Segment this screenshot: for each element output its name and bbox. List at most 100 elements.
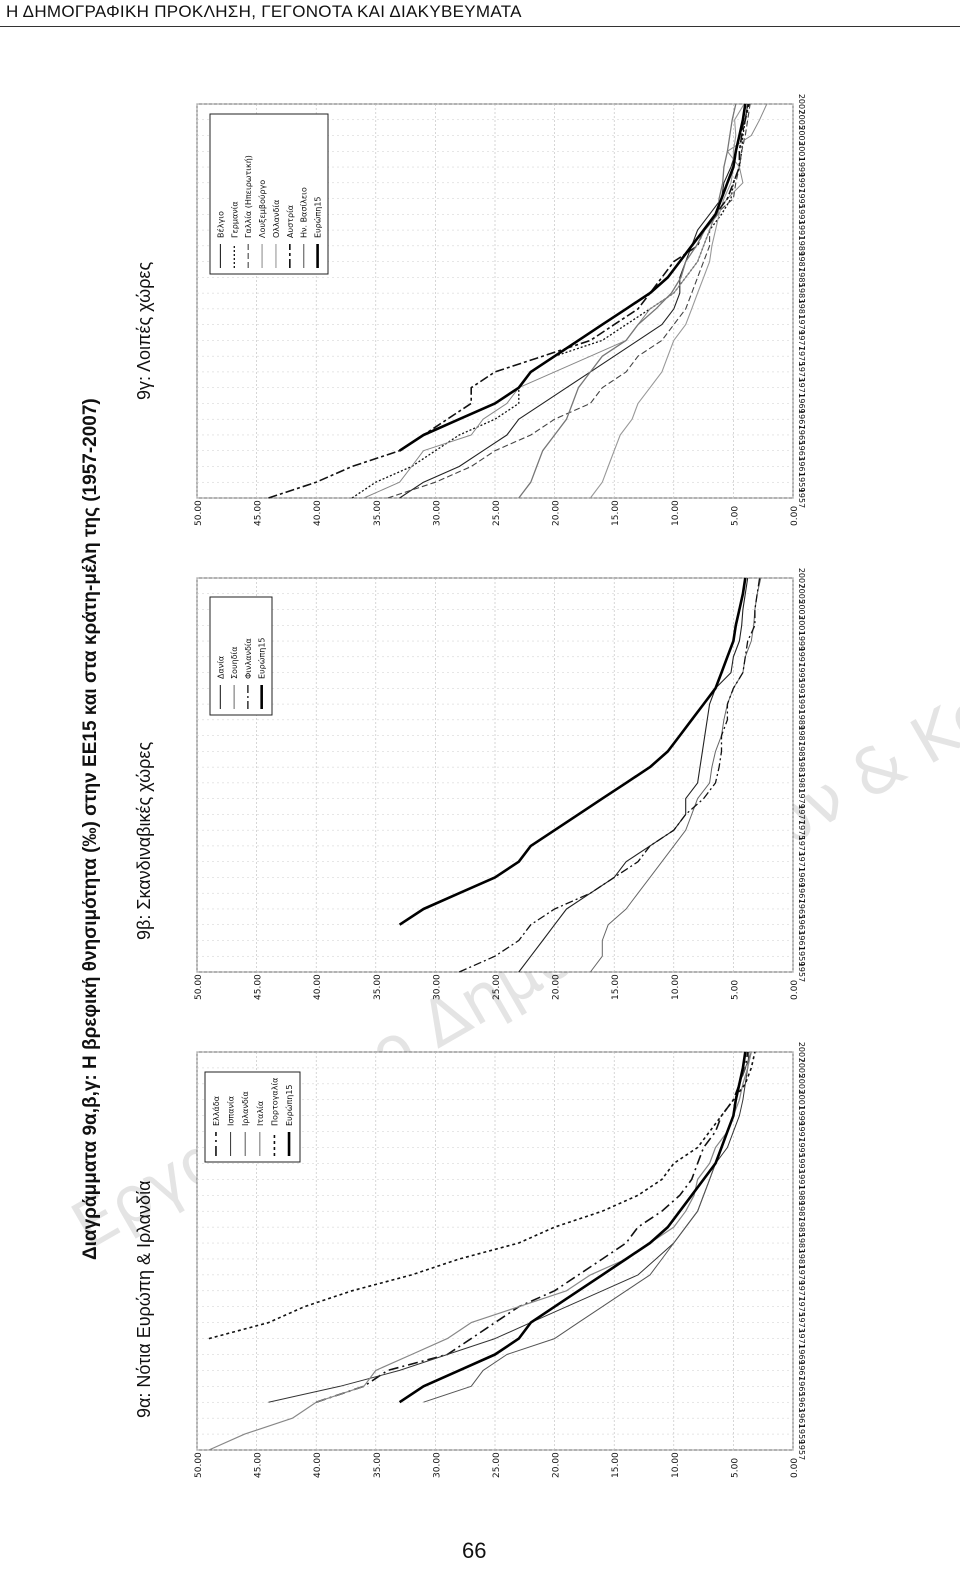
legend-label: Ιταλία bbox=[256, 1101, 265, 1126]
year-tick-label: 2005 bbox=[797, 1058, 806, 1078]
year-tick-label: 1983 bbox=[797, 757, 806, 777]
legend-label: Ελλάδα bbox=[212, 1096, 221, 1126]
value-tick-label: 45.00 bbox=[254, 974, 264, 1000]
year-tick-label: 2003 bbox=[797, 1074, 806, 1094]
year-tick-label: 1997 bbox=[797, 1121, 806, 1141]
legend-label: Ευρώπη15 bbox=[257, 637, 267, 679]
value-tick-label: 0.00 bbox=[790, 1458, 800, 1478]
year-tick-label: 1967 bbox=[797, 1360, 806, 1380]
legend-label: Πορτογαλία bbox=[270, 1078, 279, 1126]
year-tick-label: 1997 bbox=[797, 173, 806, 193]
series-line bbox=[518, 577, 749, 973]
year-tick-label: 1985 bbox=[797, 1217, 806, 1237]
year-tick-label: 1977 bbox=[797, 330, 806, 350]
year-tick-label: 1965 bbox=[797, 425, 806, 445]
page-number: 66 bbox=[462, 1538, 487, 1563]
legend-label: Ολλανδία bbox=[272, 200, 281, 238]
chart-0: 50.00 45.00 40.00 35.00 30.00 25.00 20.00 15.00… bbox=[194, 1042, 806, 1478]
value-tick-label: 0.00 bbox=[790, 980, 800, 1000]
year-tick-label: 1995 bbox=[797, 1137, 806, 1157]
value-tick-label: 5.00 bbox=[730, 1458, 740, 1478]
year-tick-label: 2001 bbox=[797, 141, 806, 161]
series-line bbox=[363, 103, 768, 499]
year-tick-label: 1965 bbox=[797, 1376, 806, 1396]
year-tick-label: 1977 bbox=[797, 1281, 806, 1301]
value-tick-label: 30.00 bbox=[432, 500, 442, 526]
year-tick-label: 1983 bbox=[797, 283, 806, 303]
year-tick-label: 1991 bbox=[797, 1169, 806, 1189]
year-tick-label: 1961 bbox=[797, 930, 806, 950]
year-tick-label: 1997 bbox=[797, 647, 806, 667]
legend-label: Ισπανία bbox=[227, 1096, 236, 1126]
year-tick-label: 1999 bbox=[797, 157, 806, 177]
year-tick-label: 1983 bbox=[797, 1233, 806, 1253]
year-tick-label: 1969 bbox=[797, 867, 806, 887]
value-tick-label: 25.00 bbox=[492, 974, 502, 1000]
legend-box bbox=[209, 113, 329, 275]
value-tick-label: 35.00 bbox=[373, 500, 383, 526]
legend-label: Φινλανδία bbox=[244, 638, 253, 679]
value-tick-label: 45.00 bbox=[254, 500, 264, 526]
value-tick-label: 25.00 bbox=[492, 1452, 502, 1478]
value-tick-label: 10.00 bbox=[671, 974, 681, 1000]
value-tick-label: 20.00 bbox=[552, 500, 562, 526]
year-tick-label: 1995 bbox=[797, 188, 806, 208]
value-tick-label: 40.00 bbox=[313, 1452, 323, 1478]
year-tick-label: 1979 bbox=[797, 314, 806, 334]
year-tick-label: 1981 bbox=[797, 773, 806, 793]
running-header: Η ΔΗΜΟΓΡΑΦΙΚΗ ΠΡΟΚΛΗΣΗ, ΓΕΓΟΝΟΤΑ ΚΑΙ ΔΙΑ… bbox=[6, 2, 522, 21]
chart-1: 50.00 45.00 40.00 35.00 30.00 25.00 20.00 15.00… bbox=[194, 568, 806, 1000]
value-tick-label: 25.00 bbox=[492, 500, 502, 526]
value-tick-label: 5.00 bbox=[730, 506, 740, 526]
value-tick-label: 20.00 bbox=[552, 1452, 562, 1478]
year-tick-label: 1969 bbox=[797, 1344, 806, 1364]
year-tick-label: 2007 bbox=[797, 94, 806, 114]
legend-label: Αυστρία bbox=[286, 205, 295, 238]
year-tick-label: 1961 bbox=[797, 456, 806, 476]
chart-2: 50.00 45.00 40.00 35.00 30.00 25.00 20.00 15.00… bbox=[194, 94, 806, 526]
year-tick-label: 1967 bbox=[797, 883, 806, 903]
year-tick-label: 1963 bbox=[797, 915, 806, 935]
year-tick-label: 2003 bbox=[797, 599, 806, 619]
legend-label: Λουξεμβούργο bbox=[257, 180, 267, 238]
year-tick-label: 1957 bbox=[797, 1440, 806, 1460]
legend-label: Ην. Βασίλειο bbox=[300, 187, 309, 238]
year-tick-label: 1975 bbox=[797, 820, 806, 840]
legend-label: Γερμανία bbox=[230, 201, 239, 238]
year-tick-label: 1957 bbox=[797, 962, 806, 982]
value-tick-label: 10.00 bbox=[671, 1452, 681, 1478]
legend-label: Ιρλανδία bbox=[241, 1091, 250, 1126]
year-tick-label: 1965 bbox=[797, 899, 806, 919]
series-line bbox=[458, 577, 761, 973]
year-tick-label: 1985 bbox=[797, 741, 806, 761]
value-tick-label: 40.00 bbox=[313, 974, 323, 1000]
value-tick-label: 0.00 bbox=[790, 506, 800, 526]
header-rule bbox=[0, 26, 960, 27]
year-tick-label: 1981 bbox=[797, 299, 806, 319]
year-tick-label: 1999 bbox=[797, 1106, 806, 1126]
value-tick-label: 40.00 bbox=[313, 500, 323, 526]
year-tick-label: 2001 bbox=[797, 1090, 806, 1110]
year-tick-label: 1959 bbox=[797, 1424, 806, 1444]
year-tick-label: 1989 bbox=[797, 1185, 806, 1205]
year-tick-label: 1995 bbox=[797, 662, 806, 682]
series-line bbox=[590, 577, 762, 973]
year-tick-label: 1963 bbox=[797, 1392, 806, 1412]
year-tick-label: 1993 bbox=[797, 678, 806, 698]
value-tick-label: 35.00 bbox=[373, 1452, 383, 1478]
year-tick-label: 2007 bbox=[797, 1042, 806, 1062]
series-line bbox=[398, 1051, 747, 1404]
year-tick-label: 1973 bbox=[797, 1312, 806, 1332]
year-tick-label: 1981 bbox=[797, 1249, 806, 1269]
series-line bbox=[518, 103, 737, 499]
year-tick-label: 1989 bbox=[797, 236, 806, 256]
legend-label: Δανία bbox=[216, 656, 225, 679]
year-tick-label: 1987 bbox=[797, 725, 806, 745]
value-tick-label: 30.00 bbox=[432, 974, 442, 1000]
value-tick-label: 15.00 bbox=[611, 500, 621, 526]
year-tick-label: 1961 bbox=[797, 1408, 806, 1428]
year-tick-label: 1971 bbox=[797, 1328, 806, 1348]
year-tick-label: 1967 bbox=[797, 409, 806, 429]
year-tick-label: 1979 bbox=[797, 1265, 806, 1285]
year-tick-label: 1971 bbox=[797, 852, 806, 872]
